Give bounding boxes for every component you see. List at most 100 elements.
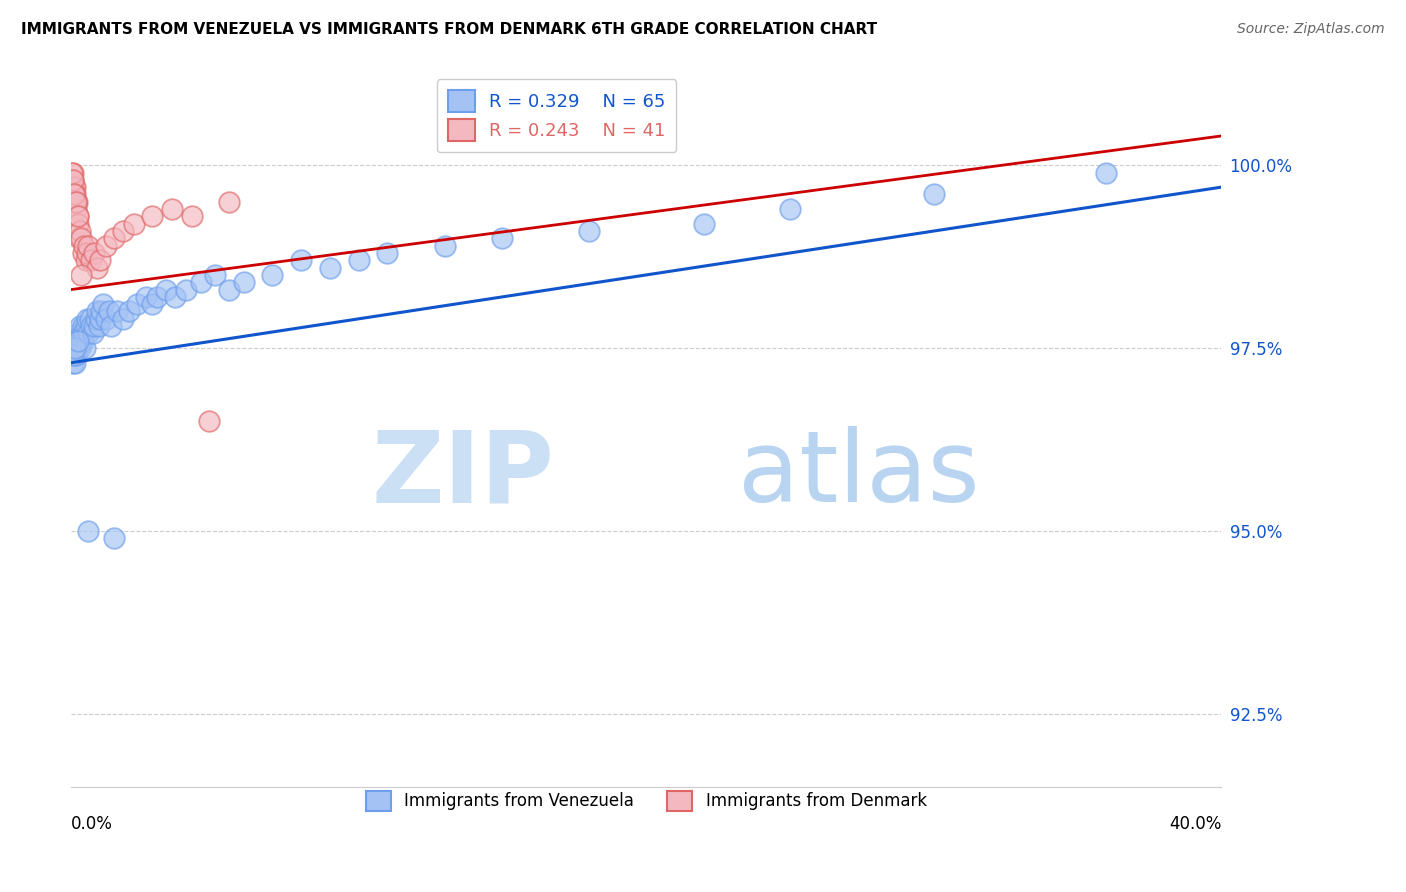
Point (1095, 165, 1118, 179)
Point (65, 202, 87, 216)
Point (77, 524, 100, 538)
Point (103, 531, 125, 545)
Point (290, 253, 312, 268)
Point (67, 334, 90, 348)
Point (62, 348, 84, 362)
Point (63, 341, 86, 355)
Point (69, 341, 91, 355)
Point (62, 173, 84, 187)
Point (135, 290, 157, 304)
Point (86, 260, 108, 275)
Point (262, 268, 284, 282)
Point (72, 246, 94, 260)
Point (232, 275, 254, 289)
Point (84, 311, 107, 326)
Point (155, 283, 177, 297)
Point (90, 304, 112, 318)
Point (80, 253, 103, 268)
Point (67, 334, 90, 348)
Point (218, 283, 240, 297)
Point (141, 210, 163, 224)
Point (87, 319, 110, 334)
Point (70, 268, 93, 282)
Point (66, 326, 89, 341)
Point (198, 414, 221, 428)
Point (779, 202, 801, 216)
Point (60, 165, 83, 179)
Point (111, 224, 134, 238)
Point (77, 238, 100, 252)
Point (70, 326, 93, 341)
Point (94, 311, 117, 326)
Point (922, 187, 945, 202)
Point (72, 334, 94, 348)
Point (118, 304, 141, 318)
Point (190, 275, 212, 289)
Point (76, 246, 98, 260)
Point (103, 231, 125, 245)
Point (83, 319, 105, 334)
Text: 40.0%: 40.0% (1168, 815, 1222, 833)
Point (693, 217, 716, 231)
Point (377, 246, 399, 260)
Point (63, 180, 86, 194)
Point (160, 202, 183, 216)
Point (89, 253, 111, 268)
Point (65, 194, 87, 209)
Point (77, 326, 100, 341)
Point (89, 311, 111, 326)
Point (127, 297, 149, 311)
Point (111, 311, 134, 326)
Point (105, 304, 128, 318)
Point (86, 304, 108, 318)
Point (62, 165, 84, 179)
Point (76, 311, 98, 326)
Point (62, 187, 84, 202)
Point (75, 253, 97, 268)
Point (218, 194, 240, 209)
Point (146, 290, 169, 304)
Point (62, 173, 84, 187)
Point (62, 356, 84, 370)
Point (79, 311, 101, 326)
Point (62, 187, 84, 202)
Point (67, 341, 90, 355)
Point (72, 319, 94, 334)
Point (66, 210, 89, 224)
Point (97, 304, 120, 318)
Point (65, 341, 87, 355)
Text: 0.0%: 0.0% (72, 815, 112, 833)
Point (63, 356, 86, 370)
Point (66, 341, 89, 355)
Point (67, 231, 90, 245)
Point (124, 217, 146, 231)
Point (63, 180, 86, 194)
Point (60, 173, 83, 187)
Text: IMMIGRANTS FROM VENEZUELA VS IMMIGRANTS FROM DENMARK 6TH GRADE CORRELATION CHART: IMMIGRANTS FROM VENEZUELA VS IMMIGRANTS … (21, 22, 877, 37)
Point (91, 297, 114, 311)
Text: Source: ZipAtlas.com: Source: ZipAtlas.com (1237, 22, 1385, 37)
Point (63, 194, 86, 209)
Point (491, 231, 513, 245)
Legend: Immigrants from Venezuela, Immigrants from Denmark: Immigrants from Venezuela, Immigrants fr… (359, 784, 934, 818)
Point (70, 231, 93, 245)
Point (80, 319, 103, 334)
Point (347, 253, 370, 268)
Point (66, 194, 89, 209)
Point (73, 238, 96, 252)
Point (82, 326, 104, 341)
Point (578, 224, 600, 238)
Point (94, 238, 117, 252)
Point (100, 319, 122, 334)
Point (62, 348, 84, 362)
Point (73, 341, 96, 355)
Point (163, 290, 186, 304)
Text: ZIP: ZIP (371, 426, 554, 524)
Point (69, 224, 91, 238)
Point (73, 326, 96, 341)
Point (62, 180, 84, 194)
Text: atlas: atlas (738, 426, 980, 524)
Point (67, 210, 90, 224)
Point (65, 194, 87, 209)
Point (65, 348, 87, 362)
